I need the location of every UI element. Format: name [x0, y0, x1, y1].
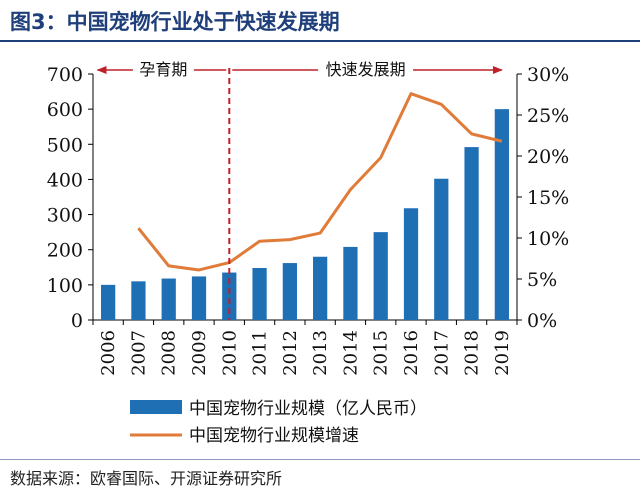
source-note: 数据来源：欧睿国际、开源证券研究所 [10, 469, 283, 488]
chart: 孕育期 快速发展期 0 100 200 300 400 500 600 700 0% 5% 10% 1… [47, 57, 569, 446]
bar-2012 [282, 263, 297, 320]
left-tick-label: 300 [47, 205, 83, 227]
x-tick-label: 2008 [159, 330, 180, 376]
period-label-bg [132, 57, 194, 77]
right-tick-label: 0% [527, 310, 557, 332]
source-rule [0, 459, 640, 460]
bar-2011 [252, 267, 267, 320]
bar-2017 [434, 178, 449, 320]
bar-2009 [191, 276, 207, 320]
legend: 中国宠物行业规模（亿人民币） 中国宠物行业规模增速 [130, 399, 427, 446]
bar-2019 [494, 109, 509, 321]
x-tick-label: 2013 [310, 330, 331, 376]
x-tick-label: 2006 [98, 330, 119, 376]
bars-series [101, 109, 509, 321]
x-tick-label: 2017 [431, 330, 452, 376]
left-tick-label: 200 [47, 240, 83, 262]
bar-2006 [101, 284, 116, 320]
period-annotations: 孕育期 快速发展期 [96, 57, 503, 320]
left-tick-label: 600 [47, 99, 83, 121]
legend-bar-swatch [130, 400, 182, 414]
x-tick-label: 2011 [250, 330, 271, 376]
x-tick-label: 2009 [189, 330, 210, 376]
right-tick-label: 25% [527, 105, 569, 127]
period-label-bg [318, 57, 414, 77]
period-label: 孕育期 [139, 60, 187, 79]
left-tick-label: 400 [47, 169, 83, 191]
left-tick-label: 100 [47, 275, 83, 297]
bar-2010 [222, 272, 237, 320]
x-tick-label: 2016 [401, 330, 422, 376]
x-tick-label: 2014 [340, 330, 361, 376]
bar-2013 [313, 256, 328, 320]
right-tick-label: 30% [527, 64, 569, 86]
right-tick-label: 10% [527, 228, 569, 250]
x-tick-label: 2007 [128, 330, 149, 376]
bar-2015 [373, 232, 388, 320]
x-tick-label: 2015 [371, 330, 392, 376]
right-tick-label: 15% [527, 187, 569, 209]
left-axis-ticks: 0 100 200 300 400 500 600 700 [47, 64, 93, 332]
figure-title: 图3：中国宠物行业处于快速发展期 [10, 10, 340, 34]
right-axis-ticks: 0% 5% 10% 15% 20% 25% 30% [517, 64, 569, 332]
period-label: 快速发展期 [326, 60, 406, 79]
legend-line-label: 中国宠物行业规模增速 [189, 426, 359, 446]
x-tick-label: 2012 [280, 330, 301, 376]
right-tick-label: 20% [527, 146, 569, 168]
bar-2007 [131, 281, 146, 320]
right-tick-label: 5% [527, 269, 557, 291]
bar-2014 [343, 246, 358, 320]
left-tick-label: 700 [47, 64, 83, 86]
left-tick-label: 500 [47, 134, 83, 156]
x-tick-label: 2010 [219, 330, 240, 376]
x-tick-label: 2018 [462, 330, 483, 376]
axes [92, 74, 518, 321]
bar-2018 [464, 147, 479, 320]
bar-2016 [403, 208, 419, 320]
x-axis-ticks: 2006 2007 2008 2009 2010 2011 2012 2013 2014 2015… [92, 320, 518, 376]
x-tick-label: 2019 [492, 330, 513, 376]
bar-2008 [161, 278, 176, 320]
legend-bar-label: 中国宠物行业规模（亿人民币） [189, 399, 427, 419]
title-rule [0, 40, 640, 42]
left-tick-label: 0 [71, 310, 83, 332]
